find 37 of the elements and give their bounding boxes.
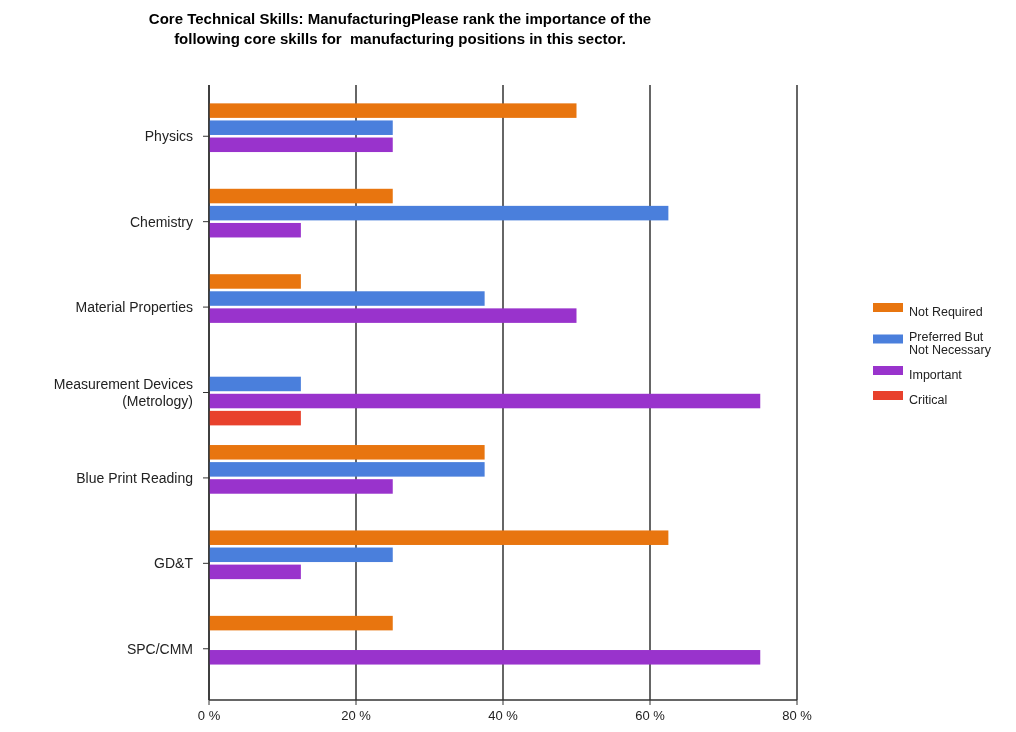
y-tick-label: Material Properties <box>75 299 193 316</box>
x-tick-label: 60 % <box>635 708 666 723</box>
bar <box>209 188 393 204</box>
bar <box>209 547 393 563</box>
legend-label: Important <box>909 368 963 382</box>
x-tick-label: 40 % <box>488 708 519 723</box>
bar <box>209 615 393 631</box>
bar <box>209 410 301 426</box>
bar <box>209 564 301 580</box>
x-tick-label: 20 % <box>341 708 372 723</box>
x-tick-label: 0 % <box>197 708 221 723</box>
legend-label: Preferred But Not Necessary <box>909 330 992 357</box>
bar <box>209 103 577 118</box>
y-tick-label: SPC/CMM <box>126 640 193 657</box>
bar <box>209 291 485 306</box>
bar <box>209 445 485 460</box>
bar <box>209 530 669 545</box>
bar <box>209 205 669 221</box>
bar <box>209 222 301 238</box>
y-tick-label: Chemistry <box>129 213 193 230</box>
bar <box>209 462 485 477</box>
bar <box>209 120 393 135</box>
legend-label: Not Required <box>909 305 983 319</box>
chart-title: Core Technical Skills: ManufacturingPlease rank the importance of the following core skills for manufacturing positions in this sector. <box>148 10 652 47</box>
bar <box>209 479 393 494</box>
legend-label: Critical <box>909 393 948 407</box>
bar <box>209 376 301 392</box>
bar <box>209 137 393 153</box>
bar <box>209 308 577 323</box>
y-tick-label: Measurement Devices (Metrology) <box>53 376 193 409</box>
bar <box>209 650 761 665</box>
y-tick-label: Blue Print Reading <box>76 469 193 486</box>
bar <box>209 274 301 289</box>
y-tick-label: GD&T <box>154 555 194 572</box>
y-tick-label: Physics <box>144 128 193 145</box>
x-tick-label: 80 % <box>782 708 813 723</box>
bar <box>209 393 761 409</box>
